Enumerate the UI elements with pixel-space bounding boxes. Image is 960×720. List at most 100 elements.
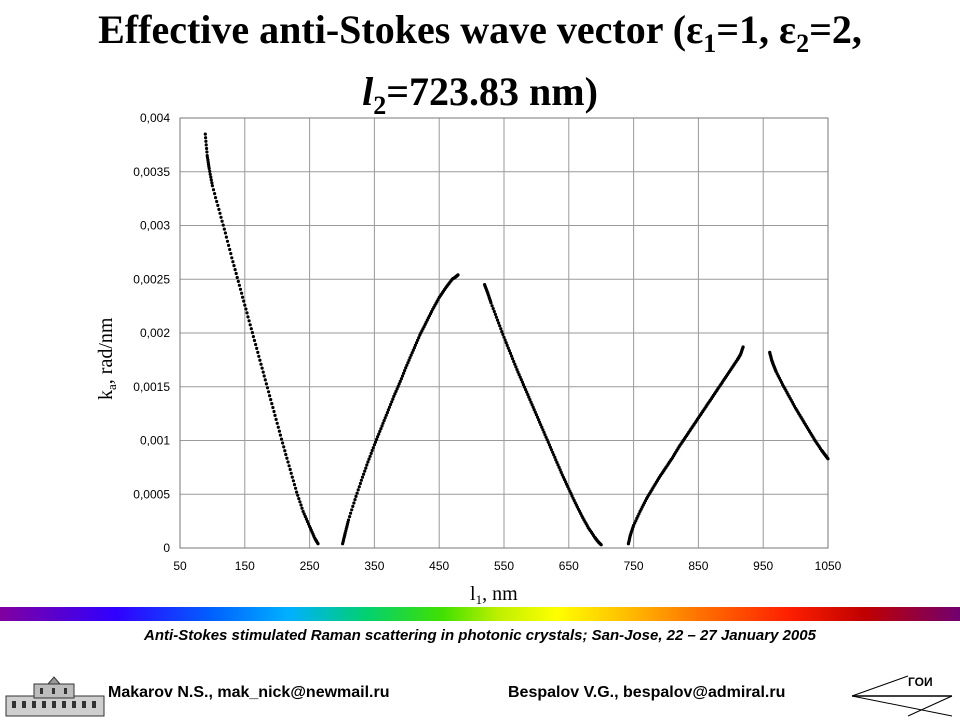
data-point — [364, 466, 368, 470]
data-point — [299, 503, 303, 507]
goi-logo: ГОИ — [851, 675, 953, 717]
data-point — [210, 181, 214, 185]
data-point — [489, 301, 493, 305]
data-point — [270, 402, 274, 406]
data-point — [492, 309, 496, 314]
data-point — [380, 424, 384, 428]
data-point — [540, 425, 544, 429]
data-point — [274, 417, 278, 421]
data-point — [360, 475, 365, 479]
data-point — [282, 445, 286, 449]
data-point — [413, 343, 417, 347]
data-point — [209, 175, 213, 179]
data-point — [279, 437, 284, 441]
data-point — [530, 403, 534, 407]
data-point — [356, 488, 360, 492]
data-point — [235, 275, 239, 280]
data-point — [300, 506, 304, 510]
data-point — [316, 542, 320, 546]
data-point — [393, 392, 397, 396]
data-point — [369, 451, 373, 455]
data-point — [236, 279, 240, 283]
data-point — [408, 356, 412, 360]
data-point — [234, 271, 238, 276]
data-point — [265, 386, 270, 390]
spectrum-bar — [0, 607, 960, 621]
data-point — [241, 295, 245, 299]
data-point — [502, 335, 506, 339]
data-point — [305, 519, 309, 524]
data-point — [506, 346, 510, 350]
epsilon-symbol: ε — [778, 7, 797, 52]
page-title: Effective anti-Stokes wave vector (ε1=1,… — [0, 6, 960, 130]
data-point — [397, 382, 401, 386]
data-point — [375, 437, 379, 441]
data-point — [211, 188, 216, 192]
data-point — [394, 389, 398, 393]
y-tick-label: 0,0015 — [133, 380, 170, 394]
x-tick-label: 450 — [429, 559, 449, 573]
data-point — [396, 384, 400, 388]
data-point — [291, 479, 295, 483]
data-point — [351, 504, 355, 508]
data-point — [505, 343, 509, 347]
data-point — [497, 321, 501, 325]
x-tick-label: 850 — [688, 559, 708, 573]
data-point — [395, 387, 399, 391]
data-point — [558, 468, 562, 472]
data-point — [232, 264, 236, 268]
data-point — [268, 394, 272, 398]
data-point — [371, 446, 375, 450]
data-point — [228, 247, 232, 252]
data-point — [378, 429, 382, 433]
data-point — [537, 418, 541, 422]
data-point — [526, 393, 530, 397]
data-point — [255, 346, 259, 350]
data-point — [490, 304, 494, 308]
data-point — [504, 341, 508, 345]
data-point — [522, 385, 527, 389]
data-point — [245, 311, 249, 315]
data-point — [382, 419, 386, 423]
data-point — [407, 358, 411, 362]
data-point — [214, 196, 218, 200]
data-point — [261, 370, 265, 374]
data-point — [368, 454, 372, 458]
data-point — [501, 332, 505, 336]
data-point — [229, 252, 233, 256]
data-point — [515, 368, 519, 372]
x-tick-label: 750 — [624, 559, 644, 573]
data-point — [294, 486, 298, 490]
data-point — [273, 413, 277, 417]
data-point — [389, 402, 393, 407]
y-tick-label: 0,0005 — [133, 487, 170, 501]
data-point — [517, 373, 521, 377]
data-point — [248, 323, 252, 327]
data-point — [295, 490, 299, 494]
data-point — [391, 397, 395, 401]
data-point — [533, 410, 537, 414]
data-point — [213, 192, 217, 196]
author-1: Makarov N.S., mak_nick@newmail.ru — [108, 684, 390, 701]
data-point — [491, 307, 495, 311]
data-point — [363, 469, 367, 473]
data-point — [367, 457, 371, 461]
data-point — [406, 361, 410, 365]
y-tick-label: 0,002 — [140, 326, 170, 340]
data-point — [366, 460, 370, 464]
data-point — [553, 455, 557, 459]
data-point — [304, 517, 308, 521]
data-point — [516, 370, 520, 374]
data-point — [354, 494, 358, 498]
data-point — [246, 315, 250, 319]
y-tick-label: 0,0025 — [133, 272, 170, 286]
data-point — [298, 500, 302, 504]
data-point — [544, 435, 548, 439]
epsilon2-subscript: 2 — [796, 29, 810, 58]
data-point — [230, 256, 234, 260]
data-point — [296, 493, 300, 497]
data-point — [410, 351, 414, 355]
data-point — [209, 178, 213, 182]
data-point — [398, 379, 402, 383]
data-point — [283, 449, 287, 453]
